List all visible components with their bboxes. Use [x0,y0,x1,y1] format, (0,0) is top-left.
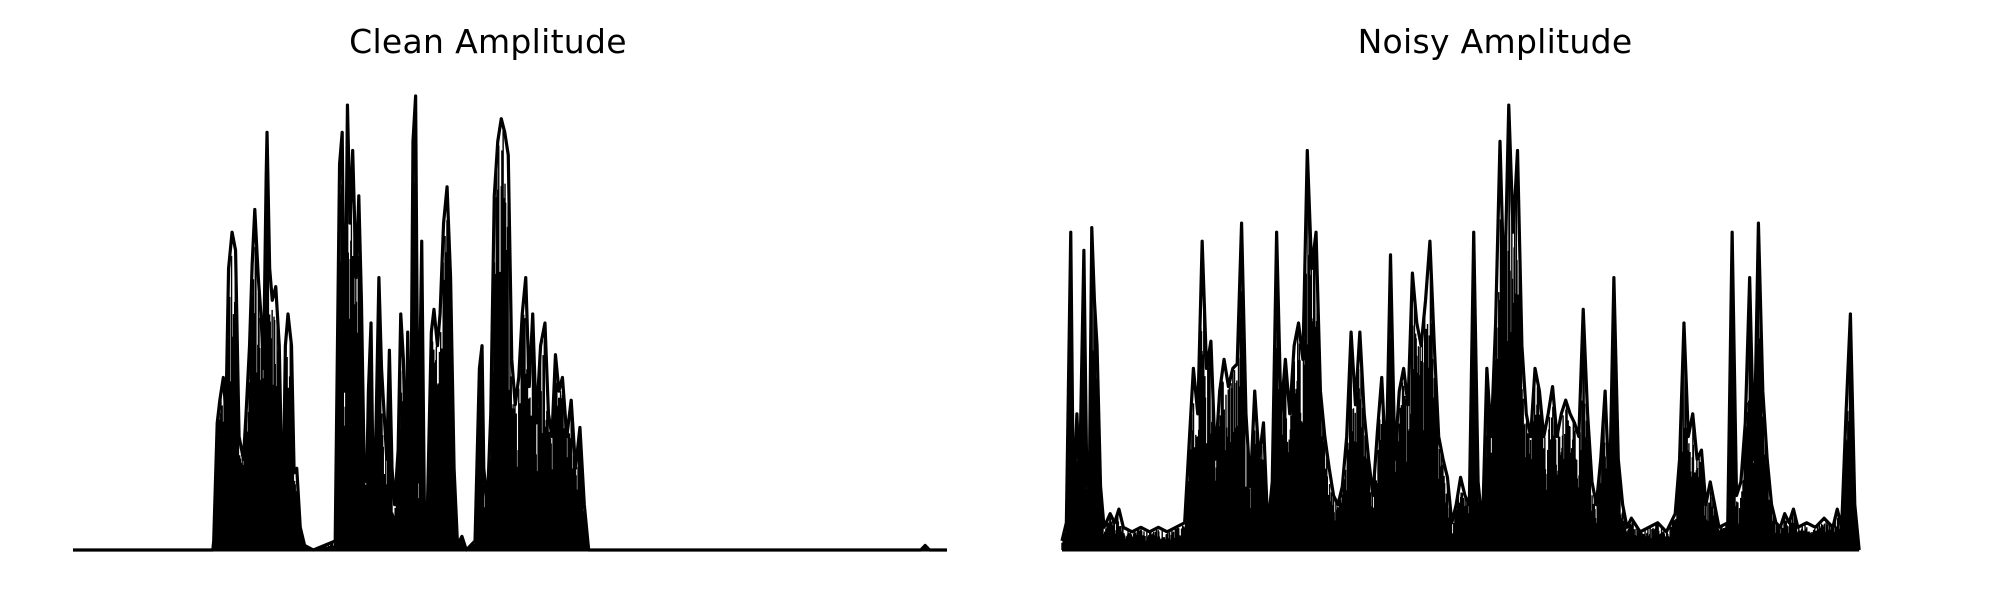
noisy-amplitude-envelope-line [1060,103,1861,551]
noisy-amplitude-waveform [1060,103,1861,551]
clean-amplitude-title: Clean Amplitude [349,22,627,61]
noisy-amplitude-panel: Noisy Amplitude [1000,0,2000,600]
clean-amplitude-amplitude-fill [212,127,929,550]
noisy-amplitude-title: Noisy Amplitude [1357,22,1633,61]
clean-amplitude-plot [73,94,947,552]
clean-amplitude-waveform [73,94,947,552]
clean-amplitude-panel: Clean Amplitude [73,22,947,552]
noisy-amplitude-plot [1060,103,1861,552]
clean-amplitude-envelope-line [73,94,947,552]
noisy-amplitude-amplitude-fill [1061,140,1860,550]
